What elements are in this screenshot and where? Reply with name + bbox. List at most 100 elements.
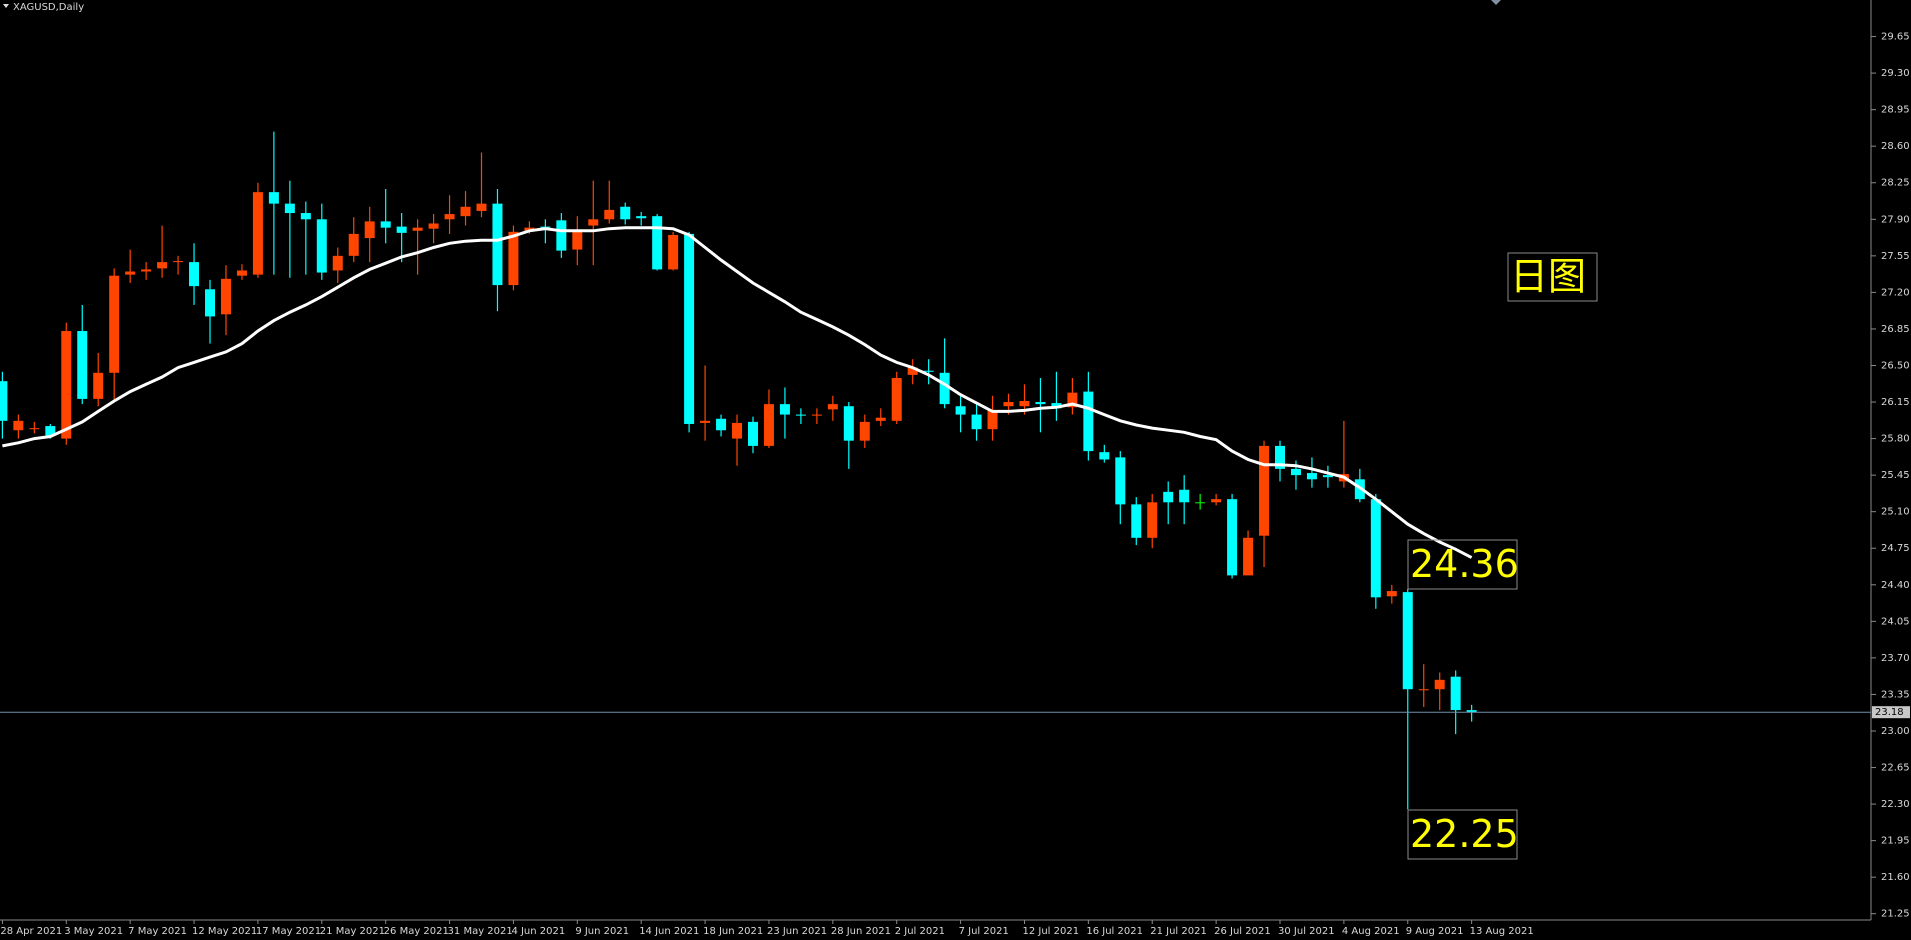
- candle-body: [1131, 504, 1142, 538]
- annotation-box: [1407, 539, 1518, 590]
- candle-body: [1083, 391, 1094, 452]
- candle-body: [380, 221, 391, 228]
- candle-body: [1386, 591, 1397, 597]
- y-tick-label: 29.65: [1881, 32, 1910, 43]
- candle-body: [907, 367, 918, 375]
- y-tick-label: 27.90: [1881, 214, 1910, 225]
- candle-body: [652, 216, 663, 270]
- candle-body: [45, 426, 56, 436]
- candle-body: [779, 404, 790, 415]
- candle-body: [668, 234, 679, 270]
- candle-body: [125, 271, 136, 275]
- candle-body: [29, 428, 40, 430]
- annotation-text: 22.25: [1410, 812, 1519, 856]
- candle-body: [173, 261, 184, 263]
- x-tick-label: 4 Aug 2021: [1342, 926, 1400, 937]
- candle-body: [1434, 679, 1445, 690]
- candle-body: [300, 213, 311, 220]
- candle-body: [1370, 499, 1381, 598]
- candle-body: [77, 331, 88, 399]
- x-tick-label: 9 Aug 2021: [1406, 926, 1464, 937]
- candle-body: [732, 422, 743, 439]
- candle-body: [1418, 689, 1429, 691]
- candle-body: [332, 255, 343, 271]
- candle-body: [556, 220, 567, 251]
- candle-body: [747, 421, 758, 446]
- y-tick-label: 26.50: [1881, 360, 1910, 371]
- x-tick-label: 16 Jul 2021: [1086, 926, 1143, 937]
- candle-body: [1195, 502, 1206, 504]
- plot-area: 21.25 21.60 21.95 22.30 22.65 23.00 23.35 23.70…: [0, 32, 1910, 937]
- candle-body: [1322, 475, 1333, 478]
- candle-body: [1450, 676, 1461, 711]
- candle-body: [396, 226, 407, 233]
- y-tick-label: 26.85: [1881, 324, 1910, 335]
- candle-body: [1003, 402, 1014, 407]
- y-tick-label: 23.00: [1881, 726, 1910, 737]
- candle-body: [1259, 445, 1270, 536]
- candle-body: [141, 269, 152, 272]
- annotation-box: [1407, 809, 1518, 860]
- candle-body: [1275, 445, 1285, 469]
- candle-body: [252, 192, 263, 275]
- y-tick-label: 22.65: [1881, 763, 1910, 774]
- candle-body: [1402, 592, 1413, 690]
- candle-body: [1243, 537, 1254, 576]
- x-tick-label: 2 Jul 2021: [895, 926, 945, 937]
- candle-body: [1115, 457, 1126, 505]
- x-tick-label: 23 Jun 2021: [767, 926, 827, 937]
- annotation-text: 24.36: [1410, 542, 1519, 586]
- candle-body: [508, 231, 519, 286]
- candle-body: [939, 372, 950, 405]
- last-price-box: [1872, 706, 1910, 719]
- y-tick-label: 25.80: [1881, 434, 1910, 445]
- candle-body: [524, 227, 535, 231]
- candle-body: [1306, 473, 1317, 480]
- candle-body: [316, 219, 327, 273]
- candle-body: [460, 206, 471, 217]
- y-tick-label: 27.20: [1881, 287, 1910, 298]
- x-tick-label: 21 May 2021: [320, 926, 385, 937]
- y-tick-label: 25.45: [1881, 470, 1910, 481]
- candle-body: [700, 420, 711, 423]
- candle-body: [1099, 452, 1110, 460]
- last-price-label: 23.18: [1875, 707, 1904, 718]
- candle-body: [492, 203, 503, 286]
- candle-body: [1035, 402, 1046, 405]
- candle-body: [236, 270, 247, 276]
- y-tick-label: 22.30: [1881, 799, 1910, 810]
- candle-body: [620, 206, 631, 220]
- candle-body: [1227, 499, 1238, 576]
- x-tick-label: 9 Jun 2021: [575, 926, 629, 937]
- y-tick-label: 21.95: [1881, 836, 1910, 847]
- candle-body: [572, 231, 583, 250]
- y-tick-label: 28.25: [1881, 178, 1910, 189]
- candle-body: [891, 378, 902, 421]
- candle-body: [1466, 710, 1477, 713]
- menu-arrow[interactable]: [3, 4, 9, 8]
- candle-body: [205, 289, 216, 317]
- x-tick-label: 26 May 2021: [384, 926, 449, 937]
- candle-body: [61, 331, 72, 439]
- candle-body: [428, 223, 439, 229]
- candle-body: [763, 404, 774, 446]
- y-tick-label: 28.60: [1881, 141, 1910, 152]
- candle-body: [93, 372, 104, 399]
- x-tick-label: 30 Jul 2021: [1278, 926, 1335, 937]
- candle-body: [588, 219, 599, 226]
- candle-body: [220, 278, 231, 315]
- candle-body: [987, 410, 998, 430]
- y-tick-label: 26.15: [1881, 397, 1910, 408]
- x-tick-label: 31 May 2021: [448, 926, 513, 937]
- candle-body: [364, 221, 375, 239]
- y-tick-label: 28.95: [1881, 105, 1910, 116]
- candle-body: [684, 233, 695, 424]
- y-tick-label: 24.40: [1881, 580, 1910, 591]
- y-tick-label: 25.10: [1881, 507, 1910, 518]
- y-tick-label: 24.05: [1881, 616, 1910, 627]
- x-tick-label: 18 Jun 2021: [703, 926, 763, 937]
- candle-body: [1019, 400, 1030, 407]
- candle-body: [348, 233, 359, 256]
